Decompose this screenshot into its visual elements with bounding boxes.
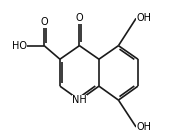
Text: O: O bbox=[40, 17, 48, 27]
Text: OH: OH bbox=[136, 122, 151, 132]
Text: NH: NH bbox=[72, 95, 87, 105]
Text: HO: HO bbox=[12, 41, 27, 51]
Text: OH: OH bbox=[136, 13, 151, 23]
Text: O: O bbox=[76, 13, 83, 23]
